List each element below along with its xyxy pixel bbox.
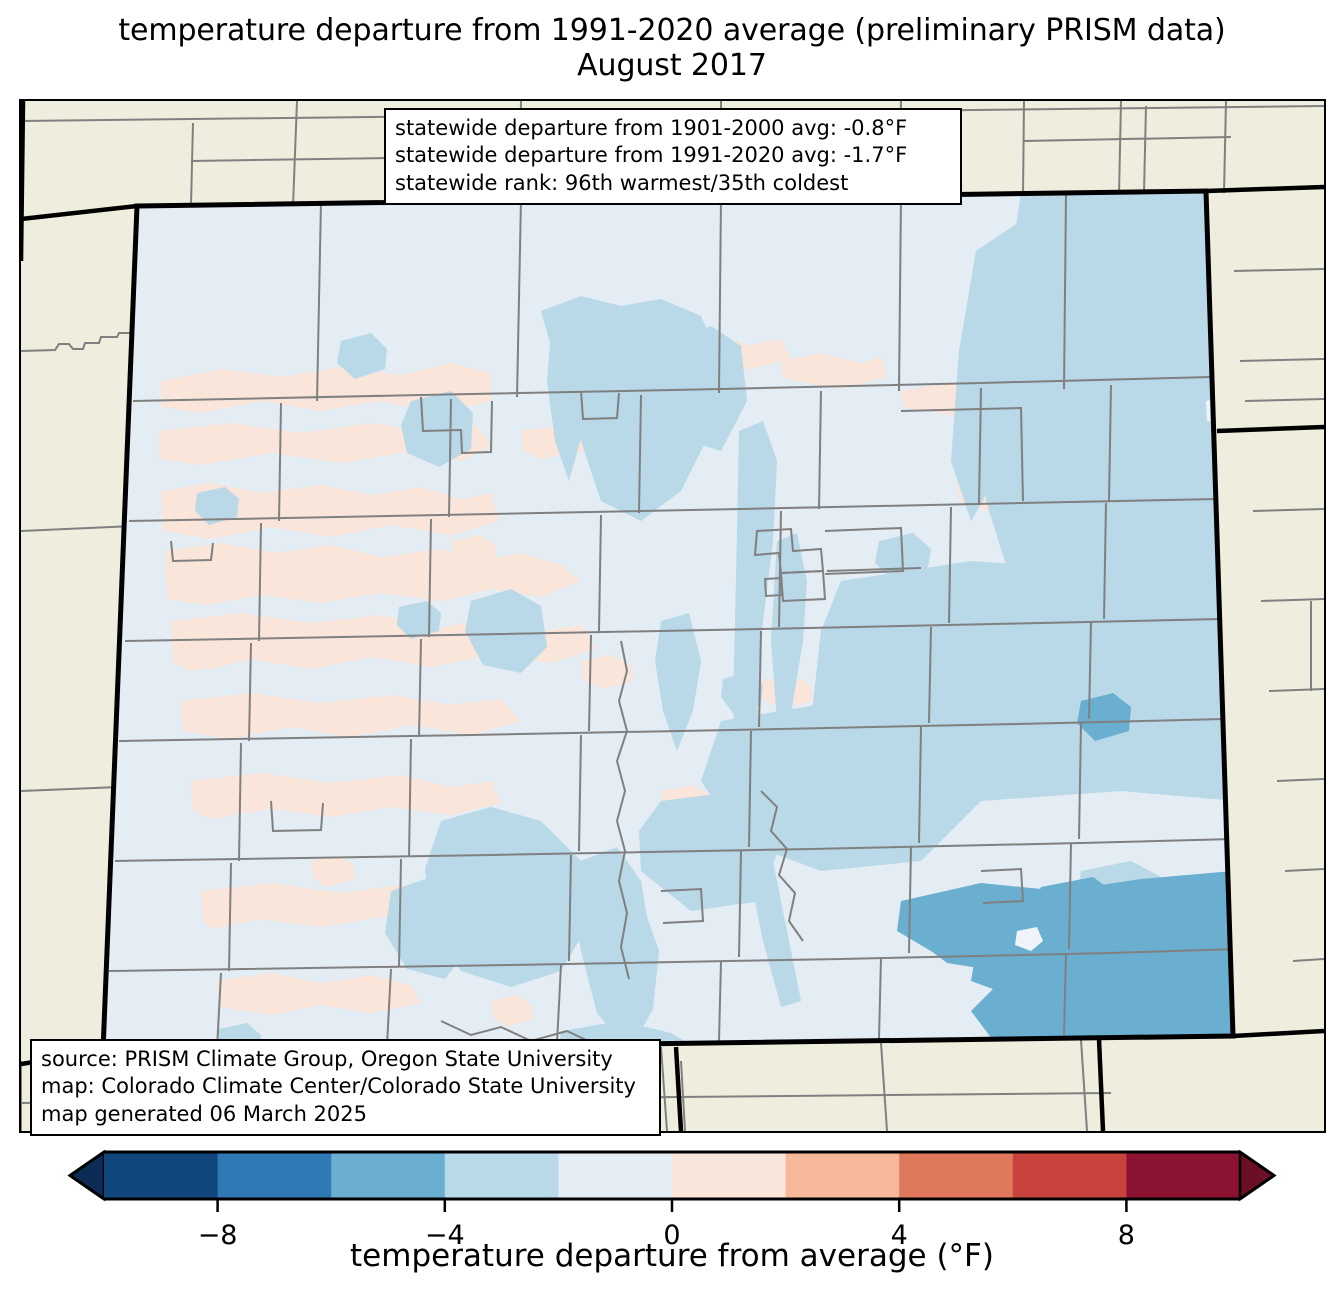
colorbar-outline (67, 1150, 1277, 1201)
colorbar-tick-label: 4 (891, 1220, 908, 1251)
stats-departure-1991-2020: statewide departure from 1991-2020 avg: … (395, 143, 908, 168)
colorbar: −8 −4 0 4 8 (67, 1149, 1277, 1251)
colorbar-tick-label: −8 (198, 1220, 238, 1251)
colorado-interior (103, 191, 1233, 1051)
colorbar-band (899, 1152, 1014, 1199)
colorbar-band (1126, 1152, 1241, 1199)
colorbar-region: −8 −4 0 4 8 (0, 1143, 1344, 1299)
colorbar-band (217, 1152, 332, 1199)
colorbar-ticks: −8 −4 0 4 8 (198, 1199, 1135, 1251)
departure-band-medium-blue (897, 693, 1233, 1051)
source-map-credit: map: Colorado Climate Center/Colorado St… (41, 1074, 636, 1099)
colorbar-under-arrow (67, 1149, 106, 1202)
source-generated-date: map generated 06 March 2025 (41, 1101, 368, 1126)
colorbar-band (104, 1152, 219, 1199)
title-line-2: August 2017 (577, 47, 767, 83)
colorbar-band (558, 1152, 673, 1199)
figure-title: temperature departure from 1991-2020 ave… (0, 13, 1344, 84)
colorbar-tick-label: 8 (1118, 1220, 1135, 1251)
colorbar-band (331, 1152, 446, 1199)
stats-departure-1901-2000: statewide departure from 1901-2000 avg: … (395, 116, 908, 140)
neighbor-state-borders (21, 101, 1324, 1131)
colorbar-bands (67, 1149, 1277, 1202)
stats-statewide-rank: statewide rank: 96th warmest/35th coldes… (395, 170, 849, 195)
colorbar-band (444, 1152, 559, 1199)
colorbar-band (785, 1152, 900, 1199)
statewide-stats-box: statewide departure from 1901-2000 avg: … (384, 108, 962, 205)
departure-band-pale-peach (159, 333, 1171, 1027)
source-data-credit: source: PRISM Climate Group, Oregon Stat… (41, 1047, 613, 1071)
title-line-1: temperature departure from 1991-2020 ave… (118, 13, 1226, 48)
colorbar-caption: temperature departure from average (°F) (350, 1238, 994, 1274)
colorbar-band (1012, 1152, 1127, 1199)
map-panel (19, 99, 1326, 1133)
natural-boundaries (440, 640, 804, 1046)
colorbar-over-arrow (1238, 1149, 1277, 1202)
source-attribution-box: source: PRISM Climate Group, Oregon Stat… (30, 1039, 661, 1136)
county-boundaries (108, 193, 1233, 1050)
colorbar-tick-label: −4 (425, 1220, 465, 1251)
colorado-temperature-departure-map (21, 101, 1324, 1131)
colorbar-tick-label: 0 (663, 1220, 680, 1251)
colorbar-band (672, 1152, 787, 1199)
